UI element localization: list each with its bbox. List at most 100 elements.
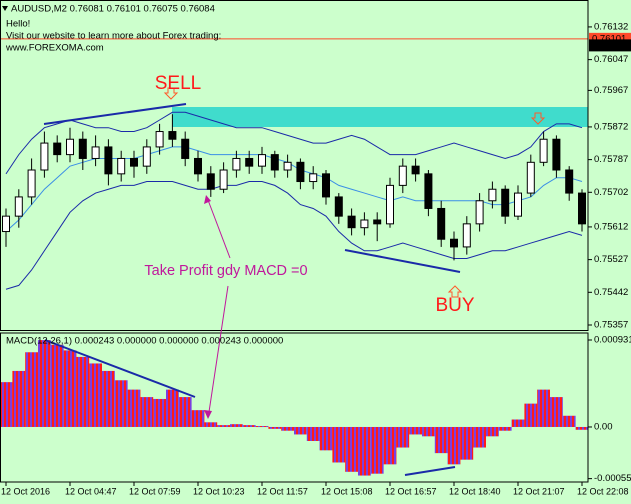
- x-tick-label: 12 Oct 16:57: [385, 486, 437, 496]
- macd-title: MACD(12,26,1) 0.000243 0.000000 0.000000…: [6, 336, 283, 347]
- candle-body: [462, 223, 471, 248]
- candle-body: [539, 138, 548, 163]
- candle-body: [2, 215, 10, 233]
- macd-bar: [268, 426, 282, 429]
- candle-body: [40, 142, 49, 171]
- sell-arrow: [530, 112, 546, 125]
- candle-body: [206, 173, 215, 190]
- candle-body: [578, 192, 586, 225]
- annotation: BUY: [435, 295, 474, 316]
- x-tick-label: 12 Oct 2016: [1, 486, 50, 496]
- y-tick-label: 0.76132: [594, 21, 628, 32]
- price-frame: [0, 0, 589, 331]
- price-layer: [0, 38, 588, 290]
- macd-bar: [319, 426, 333, 451]
- macd-bar: [550, 397, 563, 427]
- price-label: 0.76084: [592, 40, 626, 51]
- candle-body: [526, 161, 535, 194]
- trend-line: [44, 339, 196, 398]
- candle-body: [270, 154, 279, 171]
- macd-bar: [575, 426, 589, 430]
- note: Visit our website to learn more about Fo…: [6, 31, 221, 42]
- macd-bar: [127, 389, 141, 427]
- candle-body: [53, 142, 62, 156]
- candle-body: [130, 157, 138, 167]
- band-line: [5, 181, 583, 290]
- candle-body: [91, 146, 100, 159]
- macd-bar: [358, 426, 371, 476]
- candle-body: [398, 165, 407, 186]
- resistance-zone: [172, 107, 588, 127]
- candle-body: [334, 196, 343, 217]
- sell-arrow: [163, 87, 179, 100]
- x-tick-label: 12 Oct 22:08: [577, 486, 629, 496]
- macd-bar: [140, 397, 154, 427]
- macd-bar: [153, 398, 166, 427]
- candle-body: [475, 200, 484, 225]
- candle-body: [514, 192, 522, 217]
- y-tick-label: 0.75442: [594, 287, 628, 298]
- macd-bar: [498, 426, 512, 431]
- pointer-line: [208, 285, 229, 413]
- macd-bar: [345, 426, 358, 472]
- macd-bar: [12, 370, 26, 427]
- candle-body: [258, 154, 266, 167]
- note: www.FOREXOMA.com: [5, 43, 104, 54]
- candle-body: [283, 161, 292, 171]
- y-tick-label: 0.75967: [594, 85, 628, 96]
- macd-bar: [50, 344, 64, 427]
- buy-arrow: [447, 285, 463, 298]
- y-tick-label: 0.75702: [594, 187, 628, 198]
- band-line: [5, 146, 583, 232]
- x-tick-label: 12 Oct 11:57: [257, 486, 308, 496]
- candle-body: [552, 138, 561, 171]
- candle-body: [424, 173, 433, 209]
- y-tick-label: 0.75612: [594, 221, 628, 232]
- y-tick-label: 0.000931: [594, 335, 631, 346]
- candle-body: [168, 131, 177, 140]
- candle-body: [565, 169, 574, 194]
- macd-bar: [486, 426, 499, 437]
- annotation: SELL: [155, 73, 201, 94]
- candle-body: [194, 157, 202, 175]
- candle-body: [296, 161, 305, 183]
- pointer-line: [207, 199, 231, 259]
- macd-bar: [25, 352, 38, 427]
- annotation: Take Profit gdy MACD =0: [144, 263, 307, 279]
- macd-bar: [178, 397, 192, 427]
- candle-body: [14, 196, 23, 217]
- candle-body: [117, 157, 126, 175]
- macd-bar: [166, 389, 179, 427]
- macd-bar: [204, 422, 218, 427]
- candle-body: [360, 219, 369, 229]
- candle-body: [373, 219, 382, 225]
- macd-bar: [409, 426, 422, 435]
- candle-body: [501, 188, 510, 217]
- note: Hello!: [6, 19, 30, 30]
- macd-bar: [306, 426, 320, 441]
- macd-bar: [89, 363, 102, 427]
- candle-body: [322, 173, 330, 198]
- price-label-box: [589, 39, 631, 52]
- macd-frame: [0, 332, 589, 483]
- macd-bar: [63, 350, 77, 427]
- candle-body: [309, 173, 318, 183]
- chart-title: AUDUSD,M2 0.76081 0.76101 0.76075 0.7608…: [11, 4, 215, 15]
- candle-body: [437, 207, 446, 240]
- macd-bar: [434, 426, 448, 454]
- macd-bar: [294, 426, 307, 435]
- macd-bar: [460, 426, 474, 460]
- candle-body: [104, 146, 113, 175]
- macd-bar: [524, 403, 538, 427]
- candle-body: [386, 184, 394, 225]
- y-tick-label: 0.75787: [594, 154, 628, 165]
- menu-icon: [2, 6, 8, 11]
- macd-bar: [76, 356, 90, 427]
- candle-body: [232, 157, 241, 171]
- candle-body: [142, 146, 151, 167]
- y-tick-label: -0.000553: [594, 473, 631, 484]
- candle-body: [347, 215, 356, 229]
- x-tick-label: 12 Oct 21:07: [513, 486, 565, 496]
- band-line: [5, 111, 583, 175]
